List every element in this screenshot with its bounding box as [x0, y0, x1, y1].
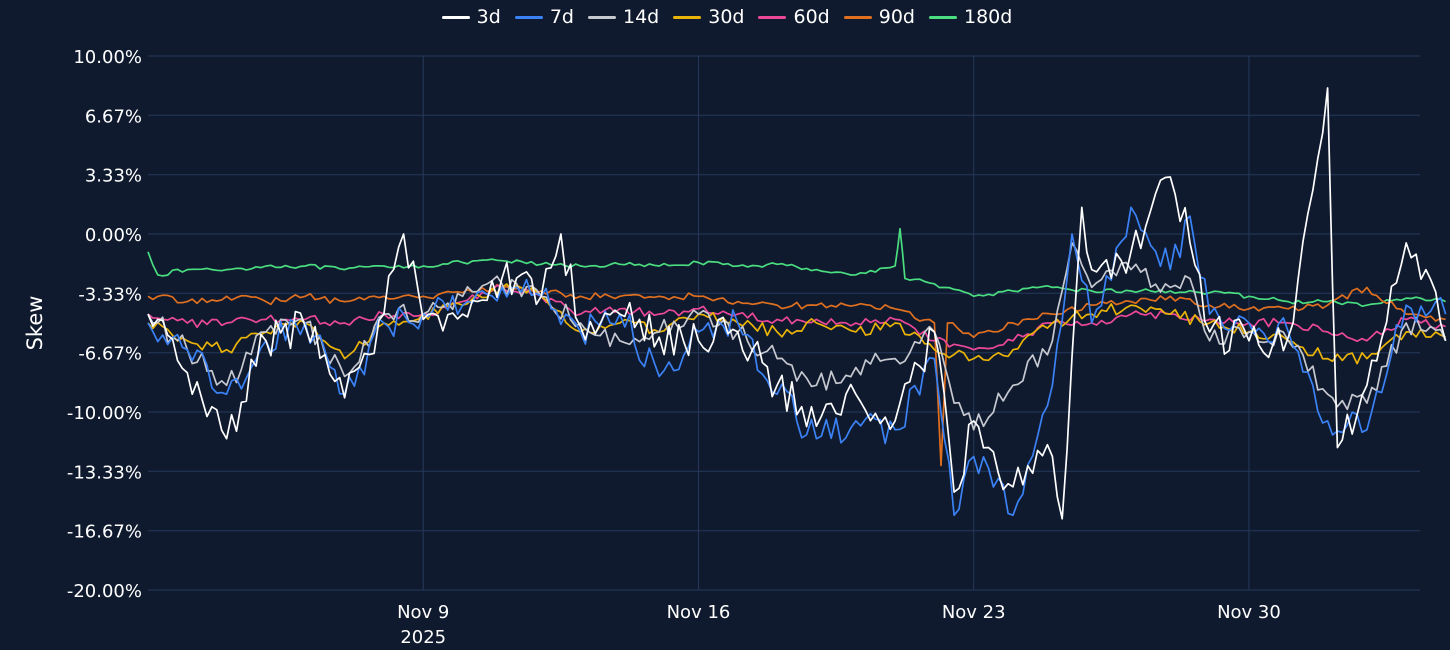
series-line-7d	[147, 206, 1447, 517]
legend-swatch	[514, 15, 543, 19]
legend-item-180d[interactable]: 180d	[928, 6, 1013, 28]
legend-item-14d[interactable]: 14d	[587, 6, 660, 28]
y-axis-title: Skew	[23, 296, 47, 351]
legend-label: 90d	[878, 6, 915, 28]
series-line-3d	[147, 87, 1447, 520]
x-tick-label: Nov 23	[942, 602, 1006, 623]
legend-label: 30d	[708, 6, 745, 28]
y-tick-label: -10.00%	[67, 403, 142, 424]
series-line-90d	[147, 283, 1446, 467]
legend-swatch	[441, 15, 470, 19]
legend-label: 180d	[963, 6, 1013, 28]
legend-label: 3d	[476, 6, 501, 28]
y-tick-label: 10.00%	[73, 47, 142, 68]
legend-item-3d[interactable]: 3d	[441, 6, 501, 28]
x-tick-label: Nov 16	[667, 602, 731, 623]
series-line-180d	[147, 227, 1446, 308]
y-tick-label: -13.33%	[67, 462, 142, 483]
legend-swatch	[758, 15, 787, 19]
legend-label: 7d	[549, 6, 574, 28]
x-tick-label: Nov 9	[397, 602, 449, 623]
legend-label: 14d	[622, 6, 660, 28]
axis-layer: 10.00% 6.67% 3.33% 0.00% -3.33% -6.67% -10.00%…	[23, 47, 1281, 648]
legend-item-30d[interactable]: 30d	[673, 6, 744, 28]
lines-layer	[147, 87, 1447, 520]
legend-swatch	[673, 15, 702, 19]
legend-swatch	[928, 15, 957, 19]
y-tick-label: -20.00%	[67, 581, 142, 602]
legend-swatch	[587, 15, 616, 19]
legend-swatch	[843, 15, 872, 19]
y-tick-label: -16.67%	[67, 522, 142, 543]
legend-label: 60d	[793, 6, 830, 28]
legend-item-7d[interactable]: 7d	[514, 6, 574, 28]
y-tick-label: 3.33%	[85, 166, 142, 187]
x-tick-sublabel: 2025	[400, 627, 446, 648]
y-tick-label: 0.00%	[85, 225, 142, 246]
y-tick-label: -6.67%	[78, 344, 142, 365]
x-tick-label: Nov 30	[1217, 602, 1281, 623]
y-tick-label: -3.33%	[78, 284, 142, 305]
legend-item-60d[interactable]: 60d	[758, 6, 830, 28]
legend-item-90d[interactable]: 90d	[843, 6, 915, 28]
y-tick-label: 6.67%	[85, 106, 142, 127]
series-line-60d	[147, 284, 1446, 351]
chart-legend: 3d 7d 14d 30d 60d 90d 180d	[0, 6, 1450, 28]
